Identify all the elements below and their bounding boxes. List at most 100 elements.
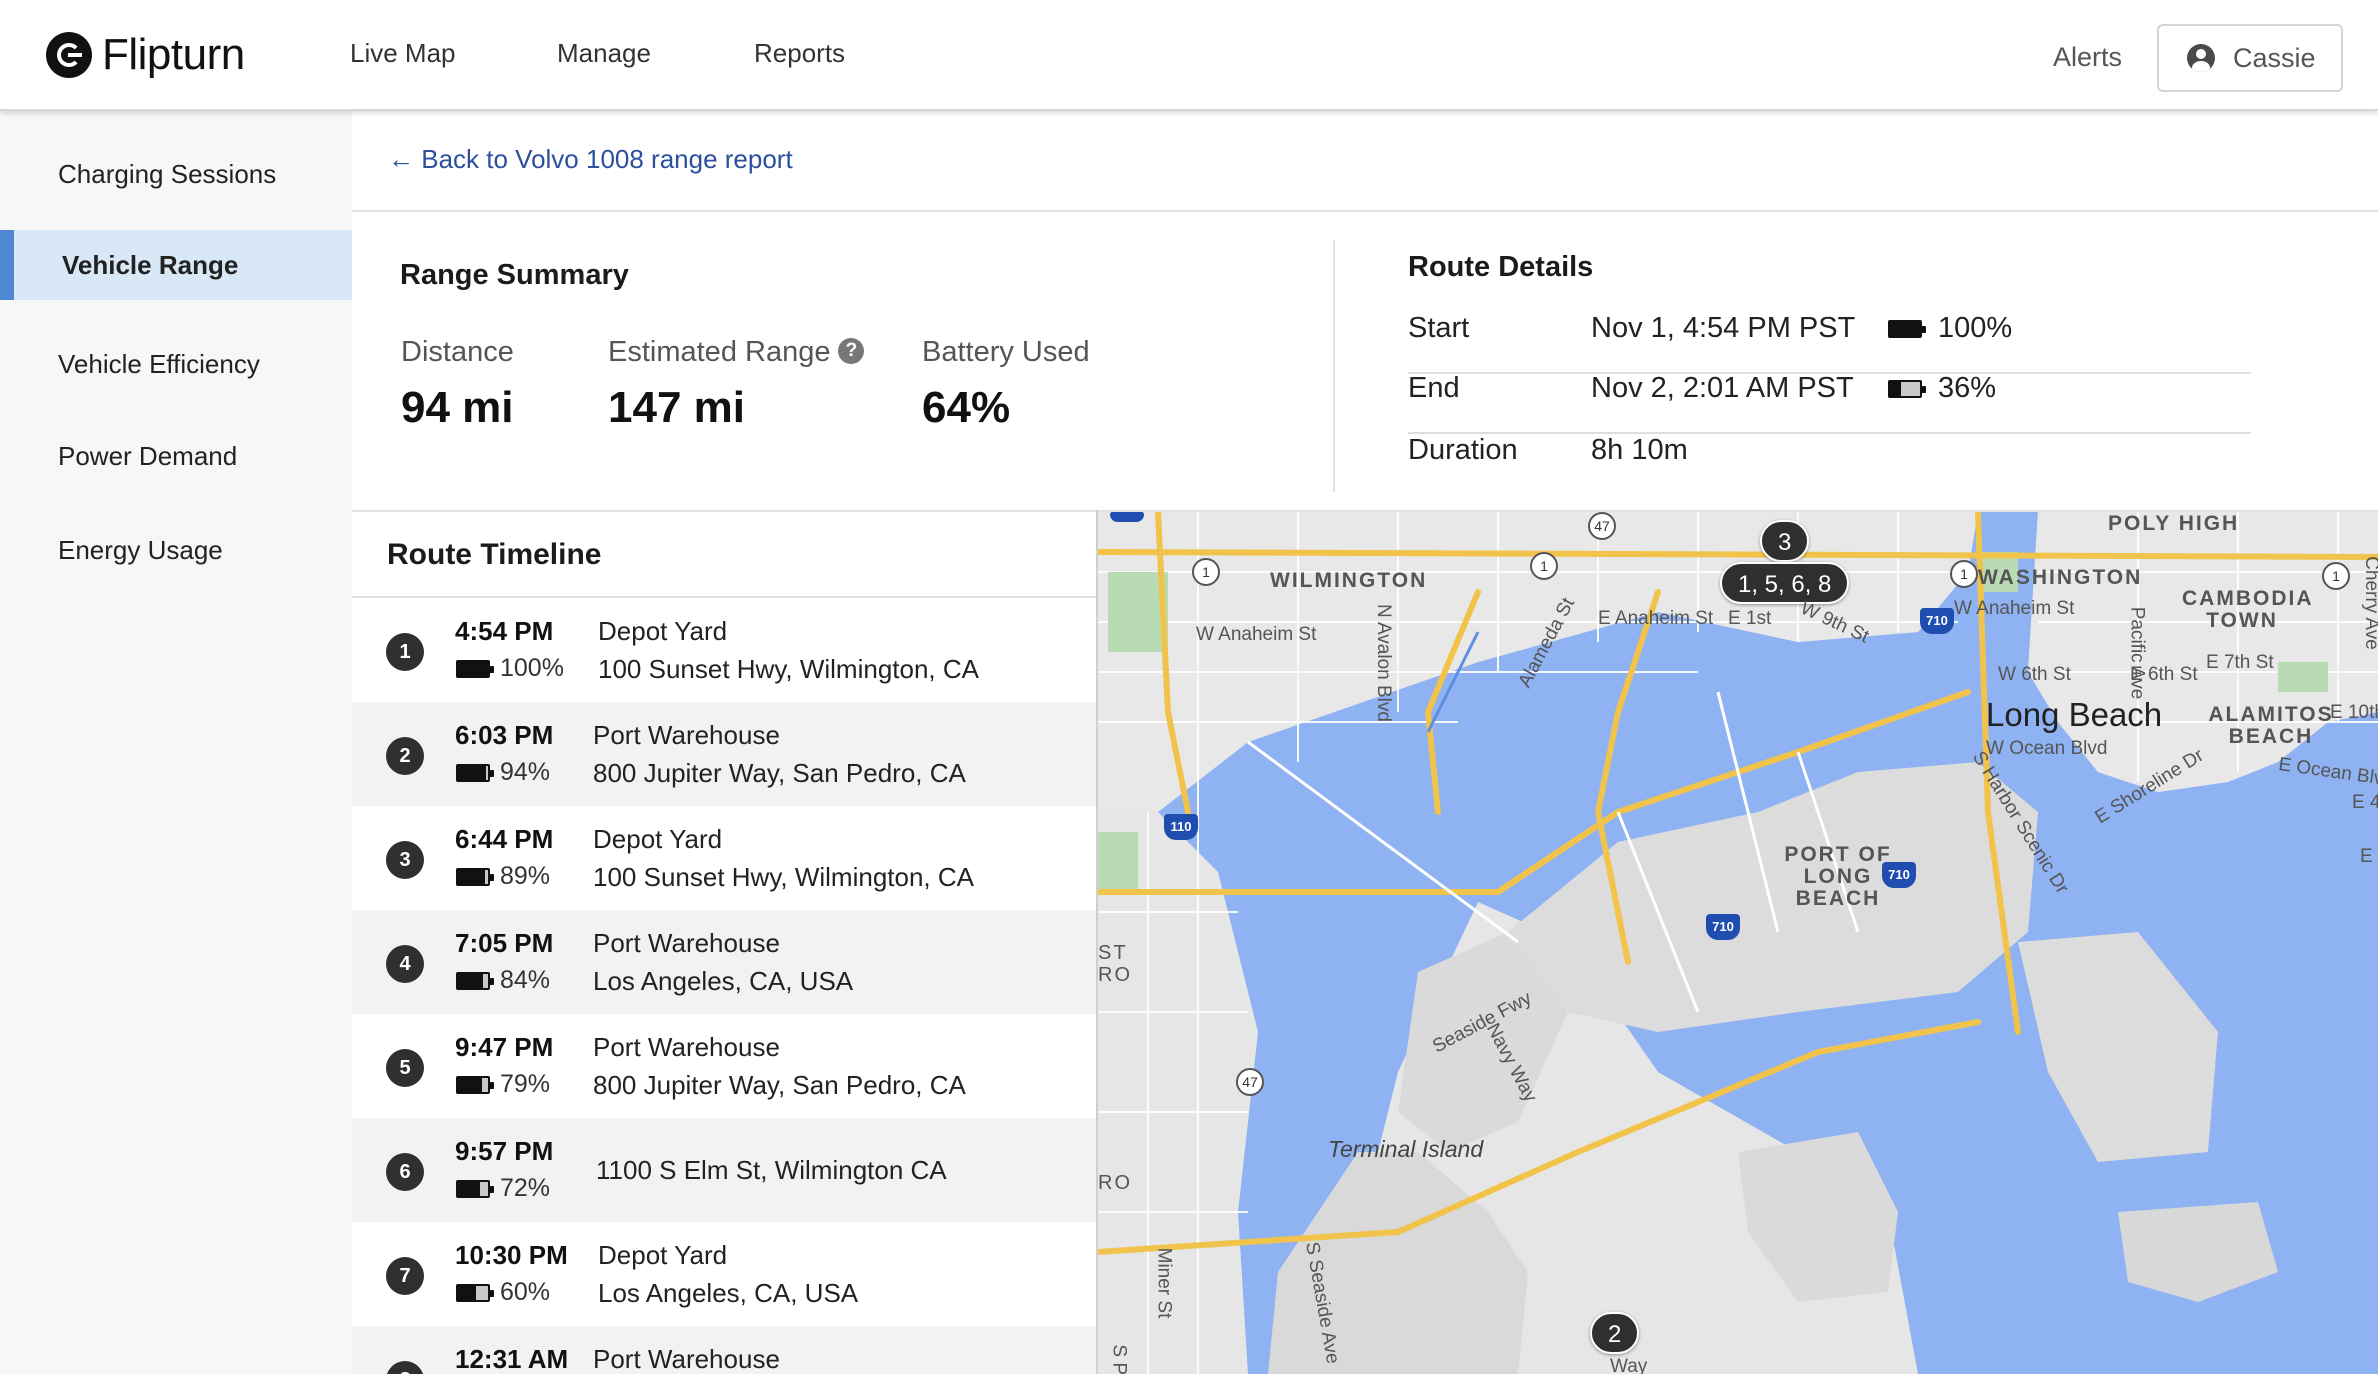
stop-battery: 79% [500, 1070, 551, 1098]
battery-icon [456, 1076, 494, 1094]
battery-icon [456, 660, 494, 678]
vertical-divider [1333, 240, 1335, 492]
stop-battery: 89% [500, 862, 551, 890]
nav-live-map[interactable]: Live Map [350, 38, 456, 68]
stop-address: Los Angeles, CA, USA [598, 1278, 859, 1308]
user-menu-button[interactable]: Cassie [2157, 24, 2343, 92]
map-district-label: ALAMITOS BEACH [2208, 703, 2334, 748]
stop-battery: 100% [500, 654, 564, 682]
panel-divider [1096, 510, 1098, 1374]
timeline-stop-row[interactable]: 3 6:44 PM 89% Depot Yard 100 Sunset Hwy,… [352, 806, 1098, 910]
route-sign: 1 [1950, 560, 1978, 588]
route-sign: 47 [1588, 512, 1616, 540]
range-summary-title: Range Summary [400, 259, 629, 291]
sidebar-item-energy-usage[interactable]: Energy Usage [58, 534, 223, 565]
flipturn-logo[interactable]: Flipturn [46, 30, 245, 80]
timeline-stop-row[interactable]: 8 12:31 AM Port Warehouse [352, 1326, 1098, 1374]
timeline-stop-row[interactable]: 7 10:30 PM 60% Depot Yard Los Angeles, C… [352, 1222, 1098, 1326]
map-district-label: WILMINGTON [1270, 569, 1428, 592]
map-street-label: Miner St [1153, 1247, 1175, 1319]
map-street-label: W Ocean Blvd [1986, 738, 2108, 759]
stop-place: Depot Yard [598, 616, 728, 646]
map-district-label: PORT OF LONG BEACH [1784, 843, 1892, 910]
route-sign: 1 [1192, 558, 1220, 586]
stop-time: 4:54 PM [455, 616, 554, 646]
timeline-stop-row[interactable]: 1 4:54 PM 100% Depot Yard 100 Sunset Hwy… [352, 598, 1098, 702]
stop-battery: 84% [500, 966, 551, 994]
sidebar-item-vehicle-range[interactable]: Vehicle Range [0, 230, 352, 300]
map-canvas [1098, 512, 2378, 1374]
map-district-label: CAMBODIA TOWN [2182, 587, 2314, 632]
end-battery: 36% [1938, 372, 1997, 404]
stop-address: 800 Jupiter Way, San Pedro, CA [593, 1070, 966, 1100]
start-time: Nov 1, 4:54 PM PST [1591, 312, 1856, 344]
route-timeline-list: 1 4:54 PM 100% Depot Yard 100 Sunset Hwy… [352, 598, 1098, 1374]
route-sign: 1 [1530, 552, 1558, 580]
timeline-stop-row[interactable]: 4 7:05 PM 84% Port Warehouse Los Angeles… [352, 910, 1098, 1014]
divider [352, 510, 2378, 512]
timeline-stop-row[interactable]: 6 9:57 PM 72% 1100 S Elm St, Wilmington … [352, 1118, 1098, 1222]
map-street-label: W Anaheim St [1196, 624, 1317, 645]
map-street-label: W Anaheim St [1954, 598, 2075, 619]
map-pin[interactable]: 1, 5, 6, 8 [1720, 562, 1850, 604]
stop-battery: 94% [500, 758, 551, 786]
nav-reports[interactable]: Reports [754, 38, 846, 68]
stat-label-estimated-range: Estimated Range? [608, 336, 865, 369]
end-label: End [1408, 372, 1460, 404]
back-to-report-link[interactable]: ← Back to Volvo 1008 range report [388, 144, 793, 174]
user-name: Cassie [2233, 42, 2316, 73]
battery-icon [456, 1180, 494, 1198]
route-map[interactable]: 3 1, 5, 6, 8 2 WILMINGTON WASHINGTON POL… [1098, 512, 2378, 1374]
stop-number-badge: 3 [386, 841, 424, 879]
route-duration-row: Duration 8h 10m [1408, 434, 2251, 496]
duration-label: Duration [1408, 434, 1518, 466]
sidebar-item-vehicle-efficiency[interactable]: Vehicle Efficiency [58, 348, 260, 379]
map-street-label: E 10th [2330, 702, 2378, 723]
stop-number-badge: 1 [386, 633, 424, 671]
stop-place: Port Warehouse [593, 720, 780, 750]
battery-icon [456, 972, 494, 990]
stop-time: 10:30 PM [455, 1240, 568, 1270]
stop-time: 9:47 PM [455, 1032, 554, 1062]
map-pin[interactable]: 2 [1590, 1312, 1640, 1354]
stop-place: Port Warehouse [593, 1344, 780, 1374]
top-header: Flipturn Live Map Manage Reports Alerts … [0, 0, 2378, 111]
map-street-label: E Anaheim St [1598, 608, 1714, 629]
stop-number-badge: 8 [386, 1361, 424, 1374]
sidebar: Charging Sessions Vehicle Range Vehicle … [0, 111, 352, 1374]
help-icon[interactable]: ? [838, 338, 865, 365]
map-street-label: W 6th St [1998, 664, 2071, 685]
stop-address: 100 Sunset Hwy, Wilmington, CA [593, 862, 974, 892]
map-district-label: POLY HIGH [2108, 512, 2240, 535]
sidebar-item-power-demand[interactable]: Power Demand [58, 440, 238, 471]
map-city-label: Long Beach [1986, 696, 2163, 733]
stat-value-distance: 94 mi [401, 383, 514, 432]
nav-manage[interactable]: Manage [557, 38, 651, 68]
stat-value-battery-used: 64% [922, 383, 1011, 432]
sidebar-item-charging-sessions[interactable]: Charging Sessions [58, 158, 277, 189]
map-area-label: Terminal Island [1328, 1136, 1484, 1162]
stop-number-badge: 2 [386, 737, 424, 775]
battery-icon [1888, 380, 1926, 398]
logo-text: Flipturn [102, 30, 245, 79]
map-street-label: Cherry Ave [2360, 556, 2378, 650]
interstate-shield: 710 [1706, 914, 1740, 940]
map-street-label: N Avalon Blvd [1372, 604, 1394, 722]
stop-place: Port Warehouse [593, 928, 780, 958]
map-edge-label: E 4 [2352, 792, 2378, 813]
timeline-stop-row[interactable]: 2 6:03 PM 94% Port Warehouse 800 Jupiter… [352, 702, 1098, 806]
interstate-shield: 710 [1882, 862, 1916, 888]
timeline-stop-row[interactable]: 5 9:47 PM 79% Port Warehouse 800 Jupiter… [352, 1014, 1098, 1118]
stat-label-distance: Distance [401, 336, 514, 368]
map-pin[interactable]: 3 [1760, 520, 1810, 562]
stop-place: Port Warehouse [593, 1032, 780, 1062]
stop-address: 1100 S Elm St, Wilmington CA [596, 1155, 947, 1185]
map-district-label: WASHINGTON [1978, 566, 2143, 589]
map-street-label: Pacific Ave [2126, 606, 2148, 700]
start-battery: 100% [1938, 312, 2013, 344]
battery-icon [456, 764, 494, 782]
map-street-label: E 7th St [2206, 652, 2274, 673]
interstate-shield: 110 [1164, 814, 1198, 840]
stop-time: 6:03 PM [455, 720, 554, 750]
alerts-link[interactable]: Alerts [2053, 42, 2123, 72]
